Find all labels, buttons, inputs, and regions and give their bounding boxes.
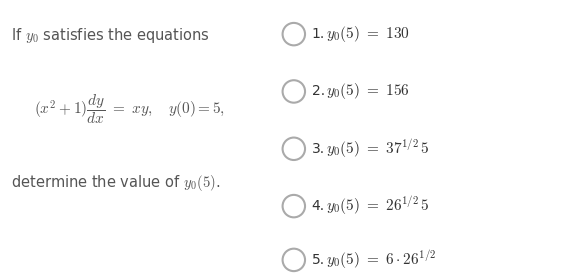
Text: $(x^2+1)\dfrac{dy}{dx} \ = \ xy, \quad y(0)=5,$: $(x^2+1)\dfrac{dy}{dx} \ = \ xy, \quad y… [33, 92, 225, 126]
Text: If $y_0$ satisfies the equations: If $y_0$ satisfies the equations [11, 26, 210, 45]
Text: 1.: 1. [312, 27, 325, 41]
Text: $y_0(5) \ = \ 37^{1/2}\,5$: $y_0(5) \ = \ 37^{1/2}\,5$ [327, 138, 430, 160]
Text: 4.: 4. [312, 199, 325, 213]
Text: $y_0(5) \ = \ 6 \cdot 26^{1/2}$: $y_0(5) \ = \ 6 \cdot 26^{1/2}$ [327, 249, 437, 271]
Text: $y_0(5) \ = \ 26^{1/2}\,5$: $y_0(5) \ = \ 26^{1/2}\,5$ [327, 195, 430, 217]
Text: $y_0(5) \ = \ 130$: $y_0(5) \ = \ 130$ [327, 24, 410, 44]
Text: 3.: 3. [312, 142, 325, 156]
Text: determine the value of $y_0(5)$.: determine the value of $y_0(5)$. [11, 173, 221, 193]
Text: 2.: 2. [312, 84, 325, 99]
Text: 5.: 5. [312, 253, 325, 267]
Text: $y_0(5) \ = \ 156$: $y_0(5) \ = \ 156$ [327, 81, 410, 102]
